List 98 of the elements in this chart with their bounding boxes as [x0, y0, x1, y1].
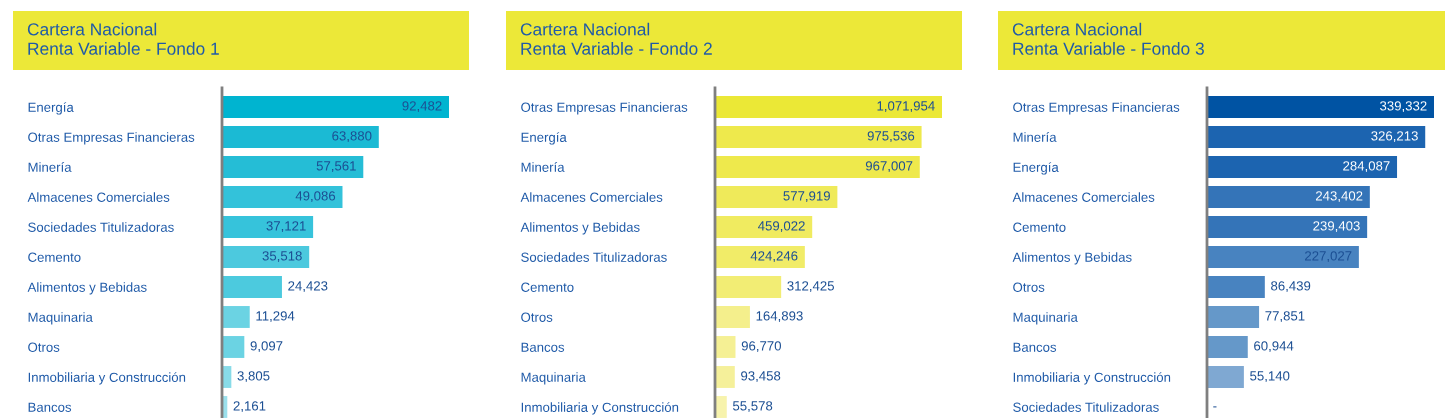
y-tick-label: Inmobiliaria y Construcción	[28, 372, 186, 385]
data-label: 11,294	[256, 311, 295, 323]
y-tick-label: Otros	[521, 312, 553, 322]
y-tick-label: Almacenes Comerciales	[27, 192, 170, 202]
y-tick-label: Maquinaria	[521, 372, 586, 385]
data-label: 77,851	[1265, 311, 1305, 323]
y-tick-label: Minería	[521, 162, 565, 172]
bar	[1207, 156, 1398, 178]
y-tick-label: Cemento	[521, 282, 574, 292]
data-label: 577,919	[783, 191, 830, 203]
bar	[222, 306, 250, 328]
data-label: 60,944	[1254, 341, 1294, 353]
bar	[715, 336, 736, 358]
bar	[222, 336, 245, 358]
bar	[715, 396, 727, 418]
data-label: 243,402	[1315, 191, 1363, 203]
bar	[715, 96, 942, 118]
bar	[222, 276, 282, 298]
chart-title: Cartera Nacional Renta Variable - Fondo 1	[27, 22, 219, 55]
y-tick-label: Alimentos y Bebidas	[520, 222, 640, 235]
data-label: 63,880	[332, 131, 372, 143]
data-label: 55,578	[732, 401, 773, 413]
data-label: 312,425	[787, 281, 834, 293]
y-tick-label: Energía	[1013, 162, 1059, 175]
bar	[222, 246, 310, 268]
y-tick-label: Otras Empresas Financieras	[521, 102, 688, 115]
bar	[1207, 216, 1368, 238]
bar	[1207, 366, 1244, 388]
y-tick-label: Inmobiliaria y Construcción	[1013, 372, 1171, 385]
data-label: 164,893	[756, 311, 803, 323]
y-tick-label: Otras Empresas Financieras	[28, 132, 195, 145]
y-tick-label: Energía	[521, 132, 567, 145]
data-label: 55,140	[1250, 371, 1290, 383]
bar	[715, 216, 813, 238]
data-label: 37,121	[266, 221, 306, 233]
bar	[715, 186, 838, 208]
data-label: 3,805	[237, 371, 270, 383]
y-tick-label: Almacenes Comerciales	[520, 192, 663, 202]
bar	[222, 126, 379, 148]
data-label: 239,403	[1313, 221, 1360, 233]
y-tick-label: Sociedades Titulizadoras	[28, 222, 174, 232]
data-label: 9,097	[250, 341, 283, 353]
y-tick-label: Bancos	[521, 342, 565, 352]
y-tick-label: Alimentos y Bebidas	[27, 282, 147, 295]
data-label: -	[1213, 406, 1217, 408]
data-label: 459,022	[758, 221, 805, 233]
y-tick-label: Minería	[1013, 132, 1057, 142]
y-tick-label: Otros	[1013, 282, 1045, 292]
y-tick-label: Bancos	[28, 402, 72, 412]
bar	[715, 276, 782, 298]
y-tick-label: Almacenes Comerciales	[1012, 192, 1155, 202]
chart-title: Cartera Nacional Renta Variable - Fondo 2	[520, 22, 712, 55]
y-tick-label: Maquinaria	[1013, 312, 1078, 325]
y-tick-label: Energía	[28, 102, 74, 115]
y-tick-label: Cemento	[1013, 222, 1066, 232]
data-label: 93,458	[741, 371, 781, 383]
data-label: 975,536	[867, 131, 915, 143]
data-label: 1,071,954	[877, 101, 935, 113]
y-tick-label: Sociedades Titulizadoras	[521, 252, 667, 262]
y-tick-label: Inmobiliaria y Construcción	[521, 402, 679, 415]
bar	[222, 96, 449, 118]
data-label: 326,213	[1371, 131, 1418, 143]
y-tick-label: Bancos	[1013, 342, 1057, 352]
bar	[1207, 306, 1260, 328]
data-label: 2,161	[233, 401, 266, 413]
data-label: 92,482	[402, 101, 442, 113]
data-label: 96,770	[741, 341, 782, 353]
data-label: 86,439	[1271, 281, 1311, 293]
bar	[222, 216, 314, 238]
data-label: 35,518	[262, 251, 302, 263]
y-tick-label: Cemento	[28, 252, 81, 262]
bar	[1207, 126, 1426, 148]
data-label: 339,332	[1380, 101, 1427, 113]
chart-title: Cartera Nacional Renta Variable - Fondo 3	[1012, 22, 1204, 55]
bar	[715, 366, 735, 388]
y-tick-label: Maquinaria	[28, 312, 93, 325]
y-tick-label: Sociedades Titulizadoras	[1013, 402, 1159, 412]
y-tick-label: Otros	[28, 342, 60, 352]
data-label: 24,423	[288, 281, 328, 293]
bar	[715, 246, 805, 268]
bar	[1207, 186, 1370, 208]
data-label: 49,086	[295, 191, 336, 203]
bar	[222, 156, 364, 178]
bar	[1207, 276, 1265, 298]
y-tick-label: Minería	[28, 162, 72, 172]
data-label: 284,087	[1343, 161, 1390, 173]
y-tick-label: Otras Empresas Financieras	[1013, 102, 1180, 115]
bar	[715, 306, 750, 328]
bar	[1207, 246, 1359, 268]
bar	[1207, 96, 1434, 118]
y-tick-label: Alimentos y Bebidas	[1012, 252, 1132, 265]
bar	[222, 186, 343, 208]
bar	[715, 126, 922, 148]
data-label: 967,007	[865, 161, 913, 173]
data-label: 57,561	[316, 161, 356, 173]
bar	[715, 156, 920, 178]
bar	[1207, 336, 1248, 358]
data-label: 424,246	[750, 251, 798, 263]
